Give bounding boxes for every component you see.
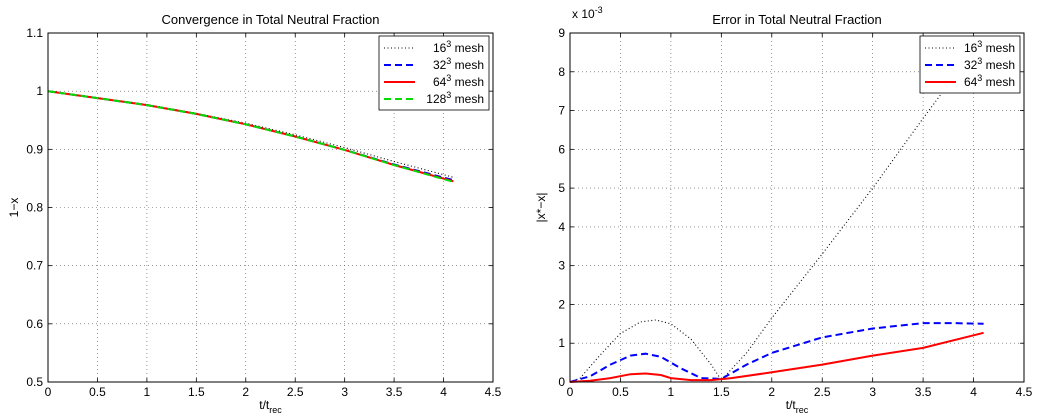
y-tick-label: 0 <box>558 375 565 389</box>
y-tick-label: 3 <box>558 259 565 273</box>
x-tick-label: 2 <box>768 385 775 399</box>
legend-entry-16: 163 mesh <box>433 39 484 55</box>
y-tick-label: 0.7 <box>26 259 43 273</box>
y-axis-label: 1−x <box>7 198 21 218</box>
y-tick-label: 0.5 <box>26 375 43 389</box>
y-axis-label: |x*−x| <box>534 193 548 223</box>
y-tick-label: 4 <box>558 220 565 234</box>
x-tick-label: 3.5 <box>915 385 932 399</box>
x-tick-label: 4 <box>440 385 447 399</box>
x-tick-label: 3.5 <box>386 385 403 399</box>
x-axis-label: t/trec <box>259 398 282 415</box>
x-tick-label: 4 <box>970 385 977 399</box>
x-tick-label: 0 <box>567 385 574 399</box>
y-tick-label: 0.9 <box>26 142 43 156</box>
x-tick-label: 2.5 <box>814 385 831 399</box>
x-tick-label: 0.5 <box>89 385 106 399</box>
x-tick-label: 2.5 <box>287 385 304 399</box>
legend-entry-32: 323 mesh <box>964 56 1015 72</box>
x-tick-label: 0 <box>45 385 52 399</box>
x-tick-label: 4.5 <box>1016 385 1033 399</box>
axes-box <box>47 32 494 383</box>
legend-entry-64: 643 mesh <box>964 73 1015 89</box>
y-tick-label: 1.1 <box>26 26 43 40</box>
series-line-16-mesh <box>47 90 454 178</box>
series-line-16-mesh <box>569 36 985 383</box>
y-tick-label: 1 <box>558 336 565 350</box>
x-tick-label: 2 <box>242 385 249 399</box>
x-tick-label: 1 <box>668 385 675 399</box>
series-line-64-mesh <box>569 331 984 383</box>
y-axis-multiplier: x 10-3 <box>572 5 603 21</box>
right-chart-error: 0 0.5 1 1.5 2 2.5 3 3.5 4 4.5 0 1 2 3 4 5 6 7 8 9 Error in T… <box>534 5 1033 415</box>
x-tick-label: 3 <box>869 385 876 399</box>
y-tick-label: 9 <box>558 26 565 40</box>
y-tick-label: 2 <box>558 297 565 311</box>
chart-title: Convergence in Total Neutral Fraction <box>162 12 380 27</box>
axes-box <box>569 32 1025 383</box>
left-chart-convergence: 0 0.5 1 1.5 2 2.5 3 3.5 4 4.50.50.60.70.80.911.1C… <box>7 12 502 415</box>
legend-entry-64: 643 mesh <box>433 73 484 89</box>
legend-entry-128: 1283 mesh <box>426 90 484 106</box>
x-tick-label: 1.5 <box>188 385 205 399</box>
legend-box <box>378 35 490 111</box>
y-tick-label: 8 <box>558 65 565 79</box>
x-tick-label: 1.5 <box>713 385 730 399</box>
x-tick-label: 1 <box>144 385 151 399</box>
legend-entry-32: 323 mesh <box>433 56 484 72</box>
y-tick-label: 7 <box>558 104 565 118</box>
y-tick-label: 0.6 <box>26 317 43 331</box>
x-tick-label: 0.5 <box>612 385 629 399</box>
y-tick-label: 1 <box>36 84 43 98</box>
series-line-128-mesh <box>47 90 454 183</box>
y-tick-label: 0.8 <box>26 201 43 215</box>
x-tick-label: 4.5 <box>485 385 502 399</box>
x-tick-label: 3 <box>341 385 348 399</box>
y-tick-label: 5 <box>558 181 565 195</box>
chart-title: Error in Total Neutral Fraction <box>712 12 882 27</box>
y-tick-label: 6 <box>558 142 565 156</box>
legend-entry-16: 163 mesh <box>964 39 1015 55</box>
x-axis-label: t/trec <box>786 398 809 415</box>
series-line-32-mesh <box>569 322 984 383</box>
